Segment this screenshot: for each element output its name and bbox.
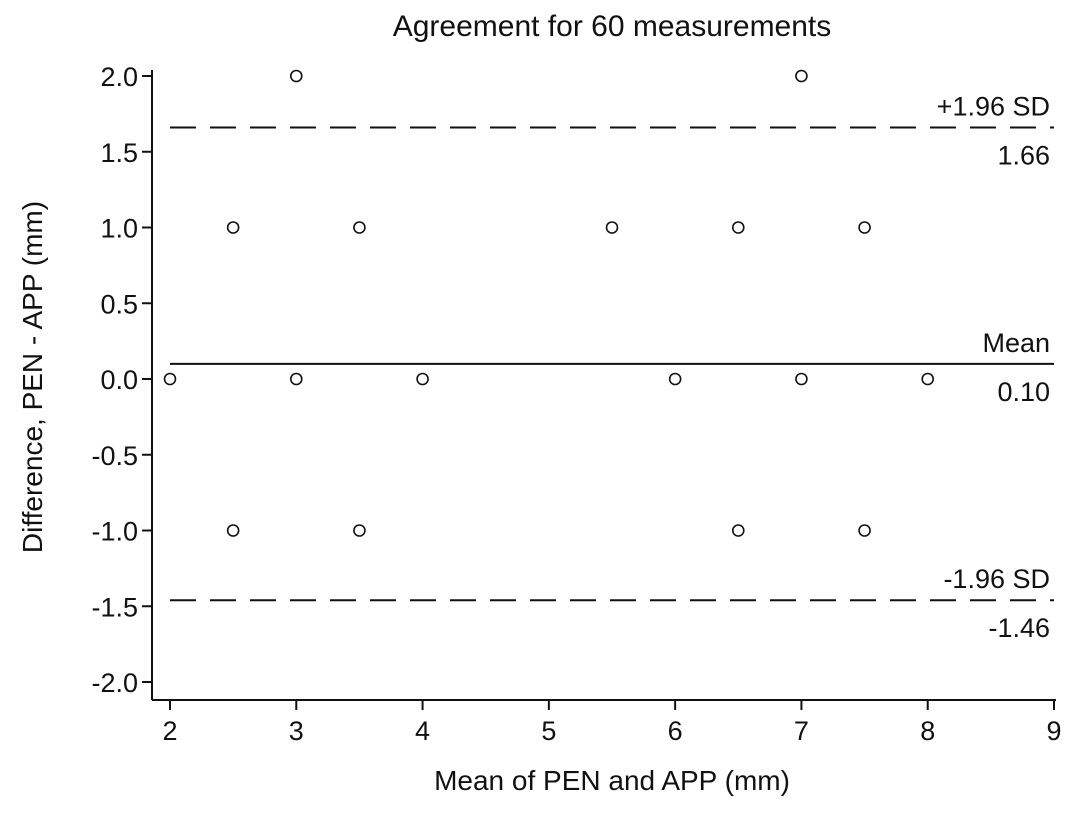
data-point — [289, 372, 303, 386]
x-tick-label: 8 — [920, 716, 935, 746]
x-tick-label: 2 — [162, 716, 177, 746]
data-point — [921, 372, 935, 386]
data-point — [795, 372, 808, 386]
data-point — [668, 372, 682, 386]
data-point — [795, 69, 808, 83]
data-point — [353, 524, 366, 537]
data-point — [163, 372, 177, 386]
data-point — [605, 221, 619, 234]
y-tick-label: -1.5 — [91, 592, 138, 622]
data-point — [226, 221, 240, 234]
y-tick-label: 2.0 — [100, 62, 138, 92]
plot-area: -2.0 -1.5 -1.0 -0.5 0.0 0.5 1.0 1.5 2.0 2 3 4 5 6 7 8 9 +… — [91, 62, 1061, 746]
lower-limit-label: -1.96 SD — [943, 564, 1050, 594]
y-tick-label: 0.0 — [100, 365, 138, 395]
data-point — [731, 221, 745, 234]
data-point — [289, 69, 303, 83]
y-tick-label: -0.5 — [91, 441, 138, 471]
upper-limit-label: +1.96 SD — [937, 92, 1050, 122]
data-point — [858, 221, 871, 234]
y-tick-label: 1.5 — [100, 138, 138, 168]
y-tick-label: 1.0 — [100, 214, 138, 244]
data-point — [858, 524, 871, 537]
x-tick-label: 4 — [415, 716, 430, 746]
data-point — [353, 221, 366, 234]
x-axis-label: Mean of PEN and APP (mm) — [434, 765, 790, 796]
y-tick-label: -1.0 — [91, 517, 138, 547]
chart-title: Agreement for 60 measurements — [393, 10, 832, 43]
mean-label: Mean — [982, 328, 1050, 358]
x-tick-label: 7 — [794, 716, 809, 746]
data-point — [731, 524, 745, 537]
x-tick-label: 5 — [541, 716, 556, 746]
x-tick-label: 9 — [1046, 716, 1061, 746]
x-tick-label: 6 — [668, 716, 683, 746]
y-tick-label: -2.0 — [91, 668, 138, 698]
y-axis-label: Difference, PEN - APP (mm) — [17, 201, 48, 553]
data-point — [416, 372, 429, 386]
mean-value: 0.10 — [997, 377, 1050, 407]
upper-limit-value: 1.66 — [997, 141, 1050, 171]
data-point — [226, 524, 240, 537]
x-tick-label: 3 — [289, 716, 304, 746]
lower-limit-value: -1.46 — [988, 613, 1050, 643]
y-tick-label: 0.5 — [100, 289, 138, 319]
